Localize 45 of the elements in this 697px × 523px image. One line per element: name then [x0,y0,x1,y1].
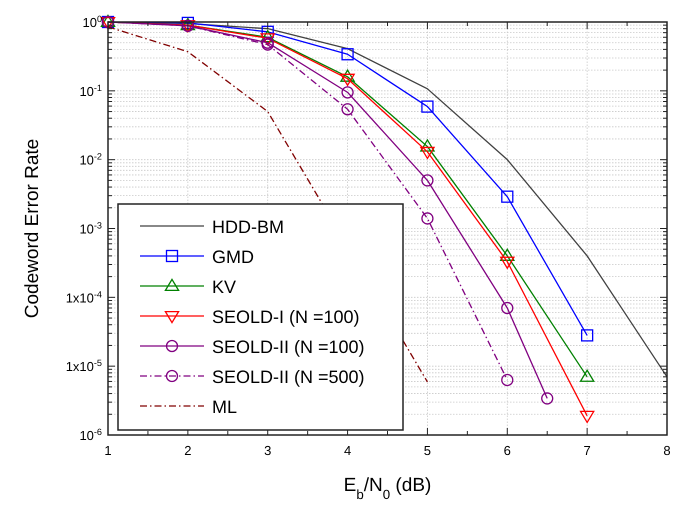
point [501,374,514,386]
y-tick-label: 1x10$^{-5}$ [66,358,102,374]
point [421,212,434,225]
point [420,146,435,160]
legend-label: ML [212,397,238,417]
point [501,302,514,314]
y-tick-label: 10$^{0}$ [82,14,102,30]
point [420,139,435,152]
x-tick-label: 4 [344,443,352,458]
y-tick-label: 10$^{-1}$ [79,82,102,99]
x-tick-label: 6 [504,443,511,458]
legend-label: KV [212,277,236,297]
y-axis-title: Codeword Error Rate [22,138,43,318]
y-tick-label: 10$^{-3}$ [79,220,102,236]
x-tick-label: 2 [184,443,192,458]
x-tick-label: 3 [264,443,272,458]
point [500,256,515,269]
y-tick-label: 10$^{-6}$ [79,427,102,443]
point [341,86,354,99]
point [260,30,275,42]
point [340,70,355,82]
point [580,370,594,382]
point [541,392,554,405]
point [341,103,354,116]
x-tick-label: 5 [424,443,432,458]
legend-label: GMD [212,247,254,267]
legend-label: SEOLD-I (N =100) [212,307,360,327]
point [341,48,354,60]
y-tick-label: 10$^{-2}$ [79,152,102,168]
x-tick-label: 8 [663,443,671,458]
legend-label: HDD-BM [212,217,284,237]
x-tick-label: 7 [584,443,591,458]
point [580,329,594,342]
legend-label: SEOLD-II (N =100) [212,337,365,357]
legend-label: SEOLD-II (N =500) [212,367,365,387]
point [421,174,434,187]
point [340,74,355,86]
point [260,33,275,46]
y-tick-label: 1x10$^{-4}$ [66,289,102,306]
x-tick-label: 1 [104,443,112,458]
x-axis-title: E$_{b}$/N$_{0}$ (dB) [344,475,432,502]
point [421,100,434,113]
point [580,410,594,424]
point [500,248,515,261]
point [501,190,514,203]
